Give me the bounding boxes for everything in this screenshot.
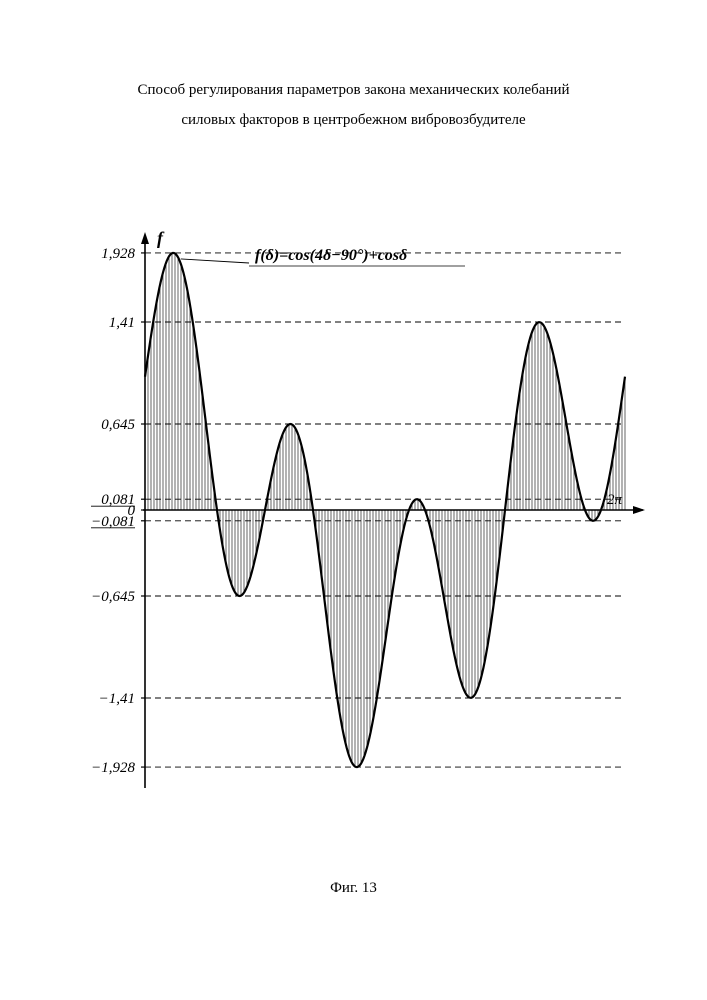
equation-leader — [181, 259, 249, 263]
y-axis-label: f — [157, 228, 165, 248]
title-line-2: силовых факторов в центробежном вибровоз… — [181, 112, 525, 128]
y-tick-label: −1,41 — [99, 691, 135, 707]
y-tick-label: 0,645 — [101, 417, 135, 433]
x-end-tick-label: 2π — [607, 492, 623, 508]
title-line-1: Способ регулирования параметров закона м… — [137, 82, 569, 98]
y-tick-label: −1,928 — [91, 760, 135, 776]
page-title: Способ регулирования параметров закона м… — [0, 75, 707, 135]
y-tick-label: 1,41 — [109, 315, 135, 331]
figure-caption: Фиг. 13 — [0, 880, 707, 897]
chart-svg: 1,9281,410,6450,0810−0,081−0,645−1,41−1,… — [85, 210, 645, 850]
equation-label: f(δ)=cos(4δ−90°)+cosδ — [255, 247, 407, 264]
chart-area: 1,9281,410,6450,0810−0,081−0,645−1,41−1,… — [85, 210, 645, 850]
caption-text: Фиг. 13 — [330, 880, 377, 896]
y-tick-label: 1,928 — [101, 246, 135, 262]
y-tick-label: −0,081 — [91, 514, 135, 530]
y-tick-label: −0,645 — [91, 589, 135, 605]
